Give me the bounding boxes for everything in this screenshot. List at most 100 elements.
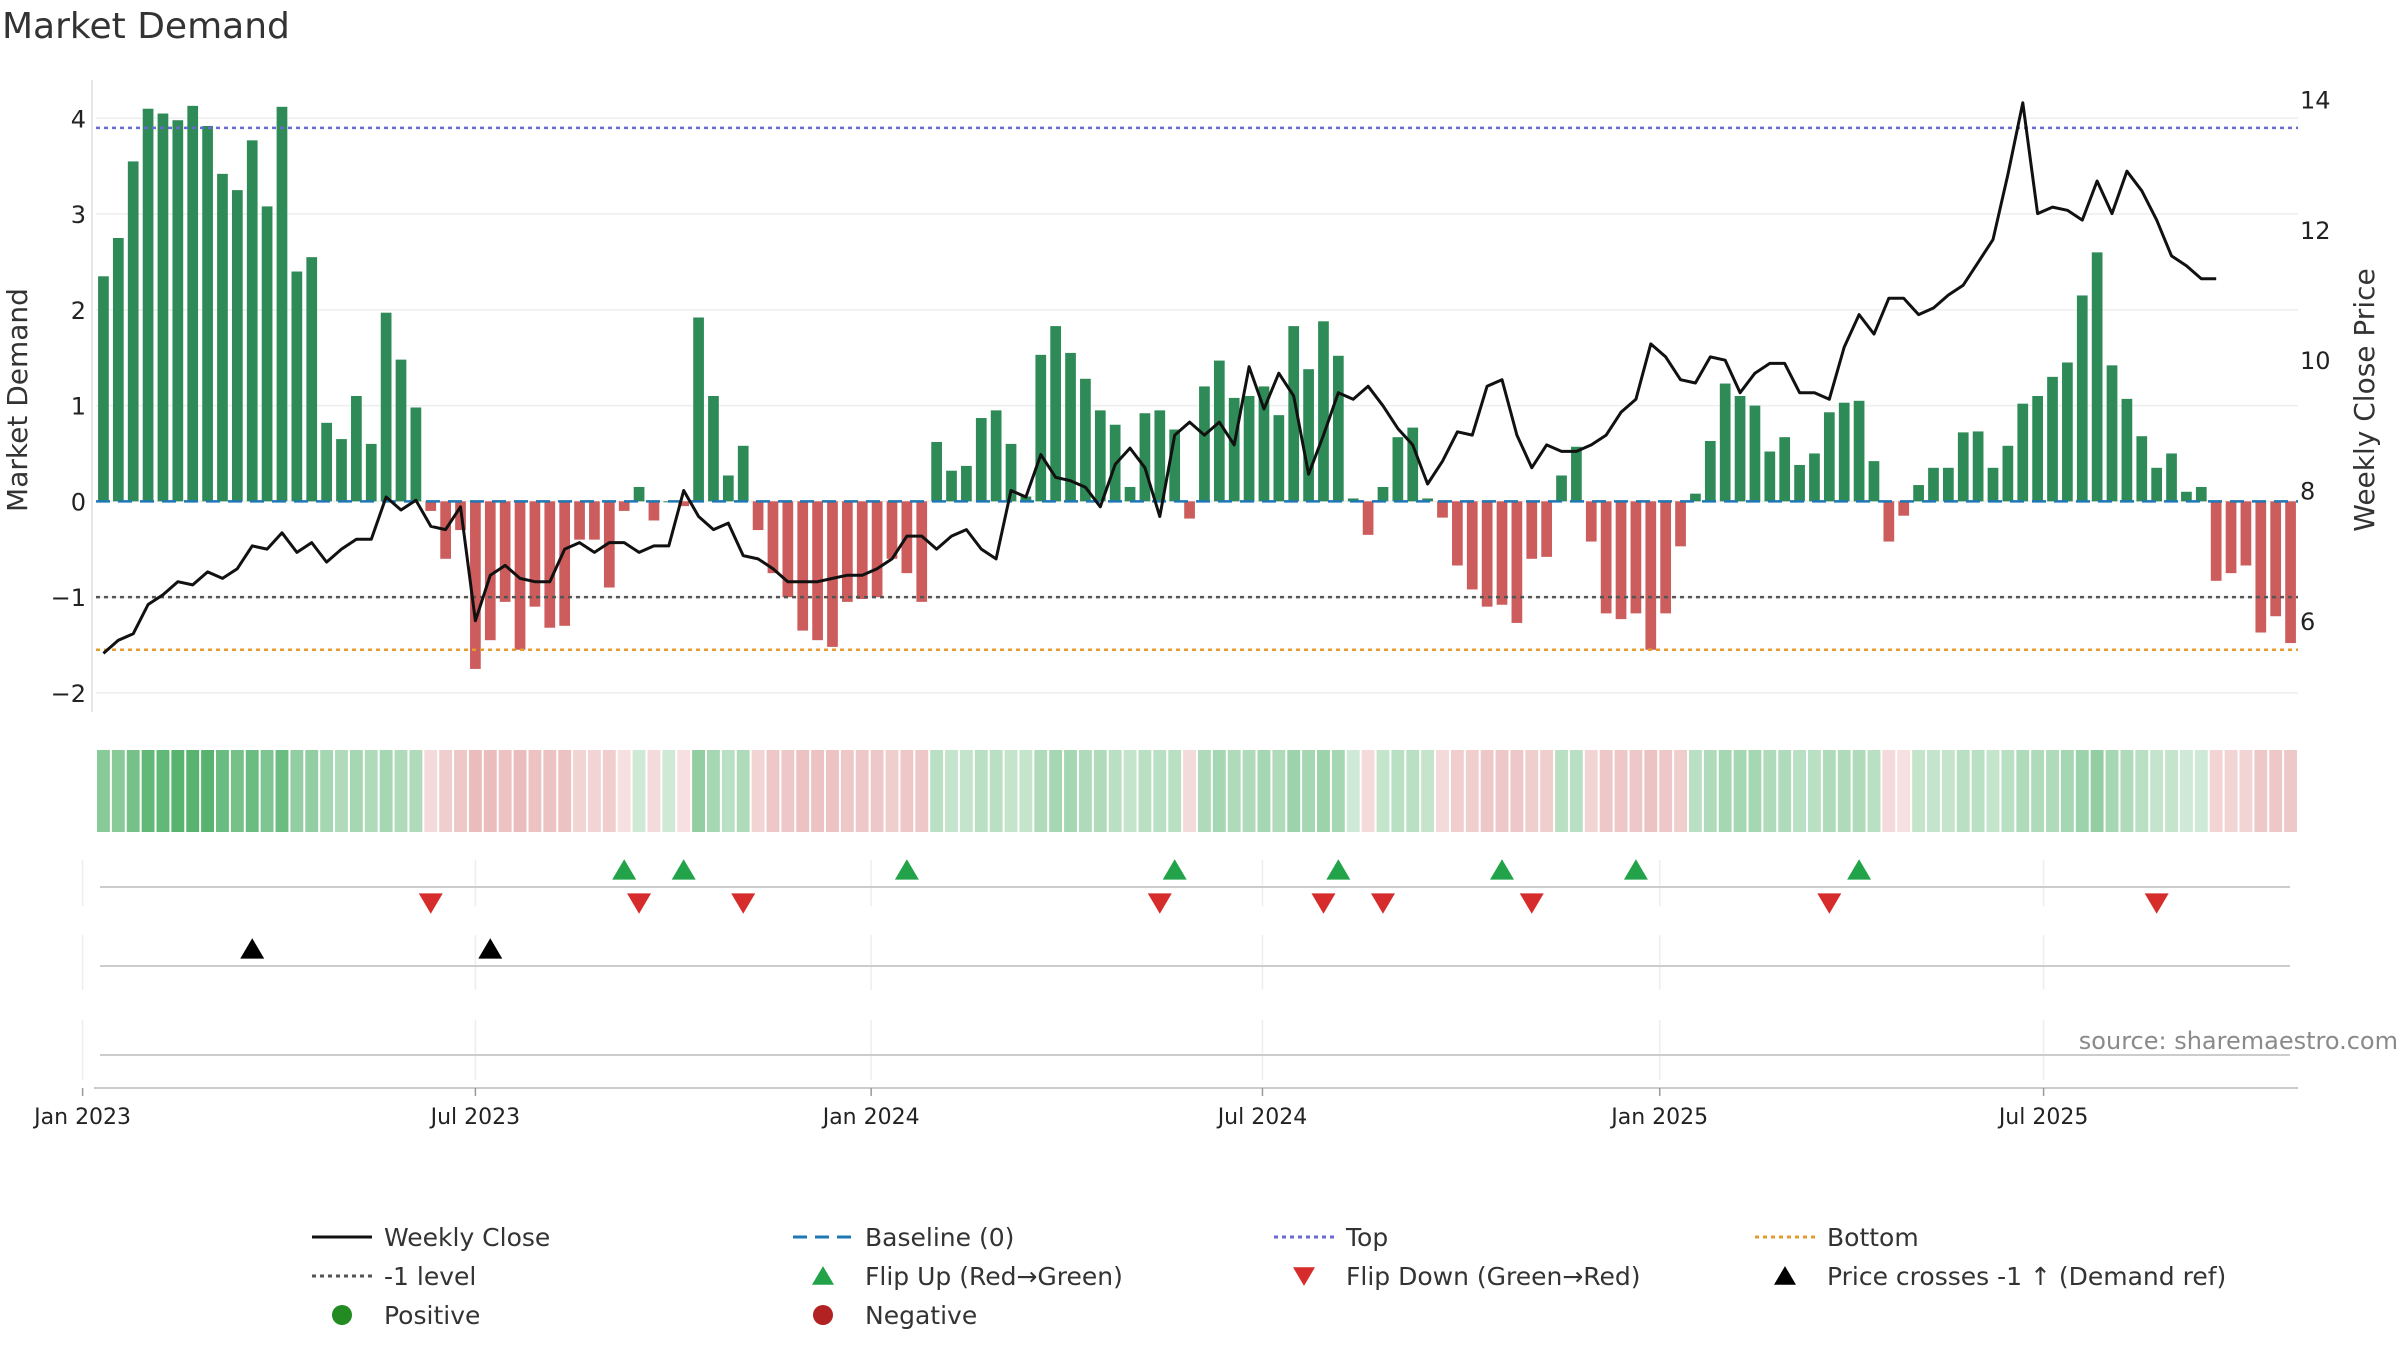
legend-label-negative: Negative [865, 1301, 977, 1330]
demand-bar [1318, 321, 1329, 502]
shade-cell [1287, 750, 1301, 832]
shade-cell [1183, 750, 1196, 832]
demand-bar [1303, 369, 1314, 502]
flip-down-marker [1147, 893, 1172, 914]
demand-bar [365, 443, 377, 502]
left-tick-label: −2 [51, 680, 86, 708]
shade-cell [781, 750, 795, 832]
shade-cell [2060, 750, 2074, 832]
demand-bar [231, 190, 243, 502]
demand-bar [217, 173, 228, 502]
shade-cell [2016, 750, 2030, 832]
flip-up-marker [1847, 859, 1872, 880]
shade-cell [1793, 750, 1807, 832]
shade-cell [1242, 750, 1256, 832]
demand-bar [2121, 398, 2133, 502]
shade-cell [349, 750, 363, 832]
cross-markers-panel [81, 935, 2290, 990]
shade-cell [1227, 750, 1241, 832]
legend-item-negative: Negative [813, 1301, 977, 1330]
shade-cell [1093, 750, 1107, 832]
shade-cell [1450, 750, 1464, 832]
demand-bar [678, 501, 690, 507]
reference-lines [96, 126, 2298, 652]
demand-bar [1213, 360, 1225, 502]
demand-bar [291, 271, 303, 502]
flip-up-marker [1623, 859, 1648, 880]
left-axis: 4 3 2 1 0 −1 −2 [51, 80, 93, 712]
demand-bar [827, 501, 838, 647]
shade-cell [2254, 750, 2268, 832]
demand-bar [261, 206, 273, 502]
shade-cell [1837, 750, 1851, 832]
demand-bar [1511, 501, 1523, 623]
legend: Weekly Close Baseline (0) Top Bottom -1 leve… [312, 1223, 2226, 1330]
shade-cell [483, 750, 497, 832]
shade-cell [811, 750, 825, 832]
shade-cell [379, 750, 393, 832]
shade-cell [2075, 750, 2089, 832]
shade-cell [513, 750, 527, 832]
demand-bar [1377, 486, 1389, 502]
shade-cell [945, 750, 958, 832]
shade-cell [989, 750, 1003, 832]
legend-item-bottom: Bottom [1755, 1223, 1919, 1252]
shade-cell [2135, 750, 2149, 832]
demand-bar [1020, 496, 1032, 502]
shade-cell [1852, 750, 1866, 832]
shade-cell [111, 750, 125, 832]
demand-bar [1080, 378, 1091, 502]
demand-bar [321, 422, 332, 502]
demand-bar [1734, 396, 1746, 502]
left-tick-label: 1 [71, 393, 86, 421]
shade-cell [171, 750, 185, 832]
shade-cell [1198, 750, 1211, 832]
shade-cell [1927, 750, 1940, 832]
flip-up-marker [894, 859, 919, 880]
demand-bar [1422, 498, 1433, 502]
demand-bar [1913, 485, 1924, 502]
legend-label-top: Top [1345, 1223, 1388, 1252]
shade-cell [1986, 750, 2000, 832]
demand-bar [797, 501, 809, 631]
shade-cell [1867, 750, 1881, 832]
x-tick-label: Jul 2024 [1216, 1105, 1308, 1130]
right-tick-label: 12 [2300, 217, 2331, 245]
demand-bar [752, 501, 764, 531]
shade-cell [1748, 750, 1762, 832]
demand-bar [1660, 501, 1672, 614]
shade-cell [1569, 750, 1583, 832]
shade-cell [498, 750, 512, 832]
shade-cell [1495, 750, 1509, 832]
demand-bar [693, 317, 704, 502]
right-axis-label: Weekly Close Price [2348, 268, 2381, 531]
legend-label-weekly_close: Weekly Close [384, 1223, 550, 1252]
demand-bar [351, 396, 362, 502]
demand-bar [2255, 501, 2267, 633]
demand-bar [961, 465, 972, 502]
shade-cell [439, 750, 453, 832]
shade-cell [1540, 750, 1554, 832]
shade-cell [1510, 750, 1524, 832]
shade-cell [1391, 750, 1405, 832]
shade-cell [1555, 750, 1568, 832]
shade-cell [2194, 750, 2208, 832]
shade-cell [1376, 750, 1390, 832]
demand-bar [1035, 354, 1047, 502]
demand-bar [2166, 453, 2177, 502]
shade-cell [320, 750, 334, 832]
demand-bar [1199, 386, 1210, 502]
chart-title: Market Demand [2, 6, 290, 47]
flip-down-marker [1817, 893, 1842, 914]
demand-bar [2106, 365, 2118, 502]
shade-cell [2224, 750, 2238, 832]
legend-item-flip_down: Flip Down (Green→Red) [1293, 1262, 1641, 1291]
cross-marker [478, 938, 503, 959]
demand-bar [618, 501, 630, 511]
demand-bar [2076, 295, 2088, 502]
demand-bar [2032, 396, 2043, 502]
x-tick-label: Jul 2023 [429, 1105, 521, 1130]
demand-bar [1809, 453, 1820, 502]
legend-item-cross: Price crosses -1 ↑ (Demand ref) [1774, 1262, 2226, 1291]
